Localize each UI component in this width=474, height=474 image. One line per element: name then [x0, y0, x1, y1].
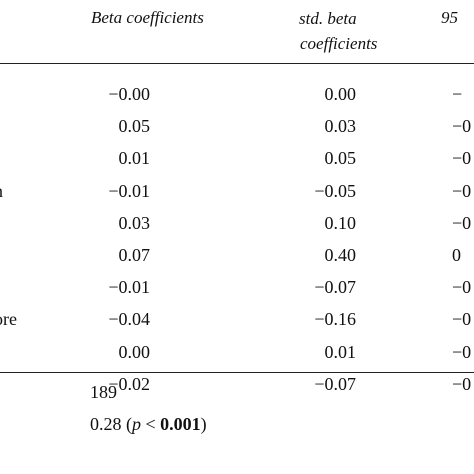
beta-coefficient-cell: 0.07: [118, 245, 151, 265]
ci-cell: −: [452, 84, 463, 104]
footer-r2-value: 0.28 (p < 0.001): [90, 409, 207, 439]
table-row: −0.00 0.00 −: [0, 78, 474, 110]
std-beta-cell: −0.16: [314, 309, 356, 330]
ci-cell: −0: [452, 309, 472, 330]
footer-n-value: 189: [90, 382, 117, 402]
table-row: 0.07 0.40 0: [0, 239, 474, 271]
std-beta-cell: 0.01: [324, 341, 357, 362]
std-beta-cell: −0.07: [314, 373, 356, 394]
table-row: ore −0.04 −0.16 −0: [0, 303, 474, 335]
beta-coefficient-cell: 0.03: [118, 212, 151, 233]
std-beta-cell: 0.40: [324, 245, 357, 265]
row-label: n: [0, 175, 3, 207]
ci-cell: −0: [452, 180, 472, 201]
beta-coefficient-cell: −0.00: [108, 84, 150, 104]
header-std-beta-coefficients: std. beta coefficients: [299, 6, 377, 56]
table-row: −0.01 −0.07 −0: [0, 271, 474, 303]
table-row: 0.03 0.10 −0: [0, 207, 474, 239]
header-beta-coefficients: Beta coefficients: [91, 8, 204, 27]
std-beta-cell: 0.03: [324, 116, 357, 137]
ci-cell: −0: [452, 277, 472, 298]
std-beta-cell: −0.05: [314, 180, 356, 201]
std-beta-cell: 0.10: [324, 212, 357, 233]
beta-coefficient-cell: −0.02: [108, 373, 150, 394]
beta-coefficient-cell: 0.01: [118, 148, 151, 169]
std-beta-cell: 0.05: [324, 148, 357, 169]
beta-coefficient-cell: −0.01: [108, 277, 150, 298]
table-bottom-rule: [0, 372, 474, 373]
less-than: <: [141, 414, 161, 434]
std-beta-cell: 0.00: [324, 84, 357, 104]
table-top-rule: [0, 63, 474, 64]
close-paren: ): [200, 414, 207, 434]
header-std-line1: std. beta: [299, 9, 357, 28]
ci-cell: −0: [452, 212, 472, 233]
ci-cell: −0: [452, 116, 472, 137]
table-row: −0.02 −0.07 −0: [0, 368, 474, 400]
beta-coefficient-cell: 0.05: [118, 116, 151, 137]
beta-coefficient-cell: 0.00: [118, 341, 151, 362]
beta-coefficient-cell: −0.04: [108, 309, 150, 330]
ci-cell: −0: [452, 341, 472, 362]
p-value: 0.001: [160, 414, 201, 434]
header-confidence-interval: 95: [441, 8, 458, 27]
p-symbol: p: [132, 414, 141, 434]
table-row: n −0.01 −0.05 −0: [0, 175, 474, 207]
ci-cell: 0: [452, 245, 461, 265]
table-row: 0.01 0.05 −0: [0, 142, 474, 174]
ci-cell: −0: [452, 148, 472, 169]
ci-cell: −0: [452, 373, 472, 394]
table-row: 0.00 0.01 −0: [0, 336, 474, 368]
beta-coefficient-cell: −0.01: [108, 180, 150, 201]
table-row: 0.05 0.03 −0: [0, 110, 474, 142]
header-std-line2: coefficients: [300, 34, 378, 53]
r2-number: 0.28 (: [90, 414, 132, 434]
row-label: ore: [0, 309, 17, 330]
std-beta-cell: −0.07: [314, 277, 356, 298]
